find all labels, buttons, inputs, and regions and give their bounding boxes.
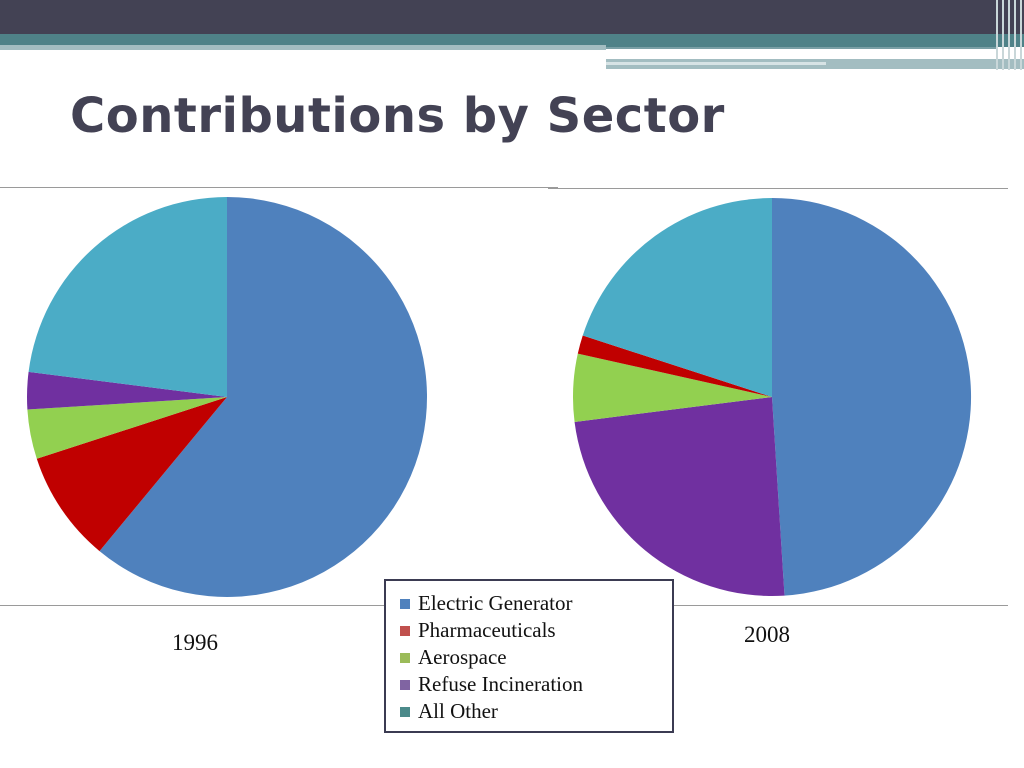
header-accent-stripe — [0, 45, 606, 50]
legend-item: Aerospace — [400, 644, 672, 671]
legend-label: Aerospace — [418, 645, 507, 669]
legend-item: All Other — [400, 698, 672, 725]
chart-top-rule-right — [548, 188, 1008, 189]
legend-item: Electric Generator — [400, 590, 672, 617]
pie-slice-1996-all-other — [28, 197, 227, 397]
legend-label: All Other — [418, 699, 498, 723]
header-accent-stripe-right — [606, 47, 998, 59]
legend-swatch — [400, 625, 410, 636]
pie-slice-1996-pharmaceuticals — [36, 397, 227, 552]
pie-slice-2008-aerospace — [572, 353, 772, 422]
legend-swatch — [400, 706, 410, 717]
header-accent-band — [0, 34, 1024, 47]
header-accent-stripe-highlight — [606, 62, 826, 65]
chart-top-rule-left — [0, 187, 558, 188]
pie-label-1996: 1996 — [172, 630, 218, 655]
pie-charts — [26, 197, 972, 598]
legend-swatch — [400, 598, 410, 609]
legend-swatch — [400, 679, 410, 690]
header-bar — [0, 0, 1024, 34]
pie-slice-2008-pharmaceuticals — [577, 335, 772, 397]
pie-slice-1996-aerospace — [27, 397, 227, 459]
legend-label: Pharmaceuticals — [418, 618, 556, 642]
pie-label-2008: 2008 — [744, 622, 790, 647]
legend-item: Refuse Incineration — [400, 671, 672, 698]
slide-title: Contributions by Sector — [70, 88, 725, 144]
legend-swatch — [400, 652, 410, 663]
legend-item: Pharmaceuticals — [400, 617, 672, 644]
pie-slice-2008-all-other — [582, 198, 772, 397]
pie-slice-1996-refuse-incineration — [26, 371, 228, 410]
pie-slice-2008-electric-generator — [772, 198, 972, 596]
pie-slice-2008-refuse-incineration — [574, 397, 785, 597]
legend-label: Refuse Incineration — [418, 672, 584, 696]
header-edge-lines — [994, 0, 1024, 70]
pie-slice-1996-electric-generator — [99, 197, 428, 598]
chart-legend: Electric Generator Pharmaceuticals Aeros… — [384, 579, 674, 733]
legend-label: Electric Generator — [418, 591, 573, 615]
